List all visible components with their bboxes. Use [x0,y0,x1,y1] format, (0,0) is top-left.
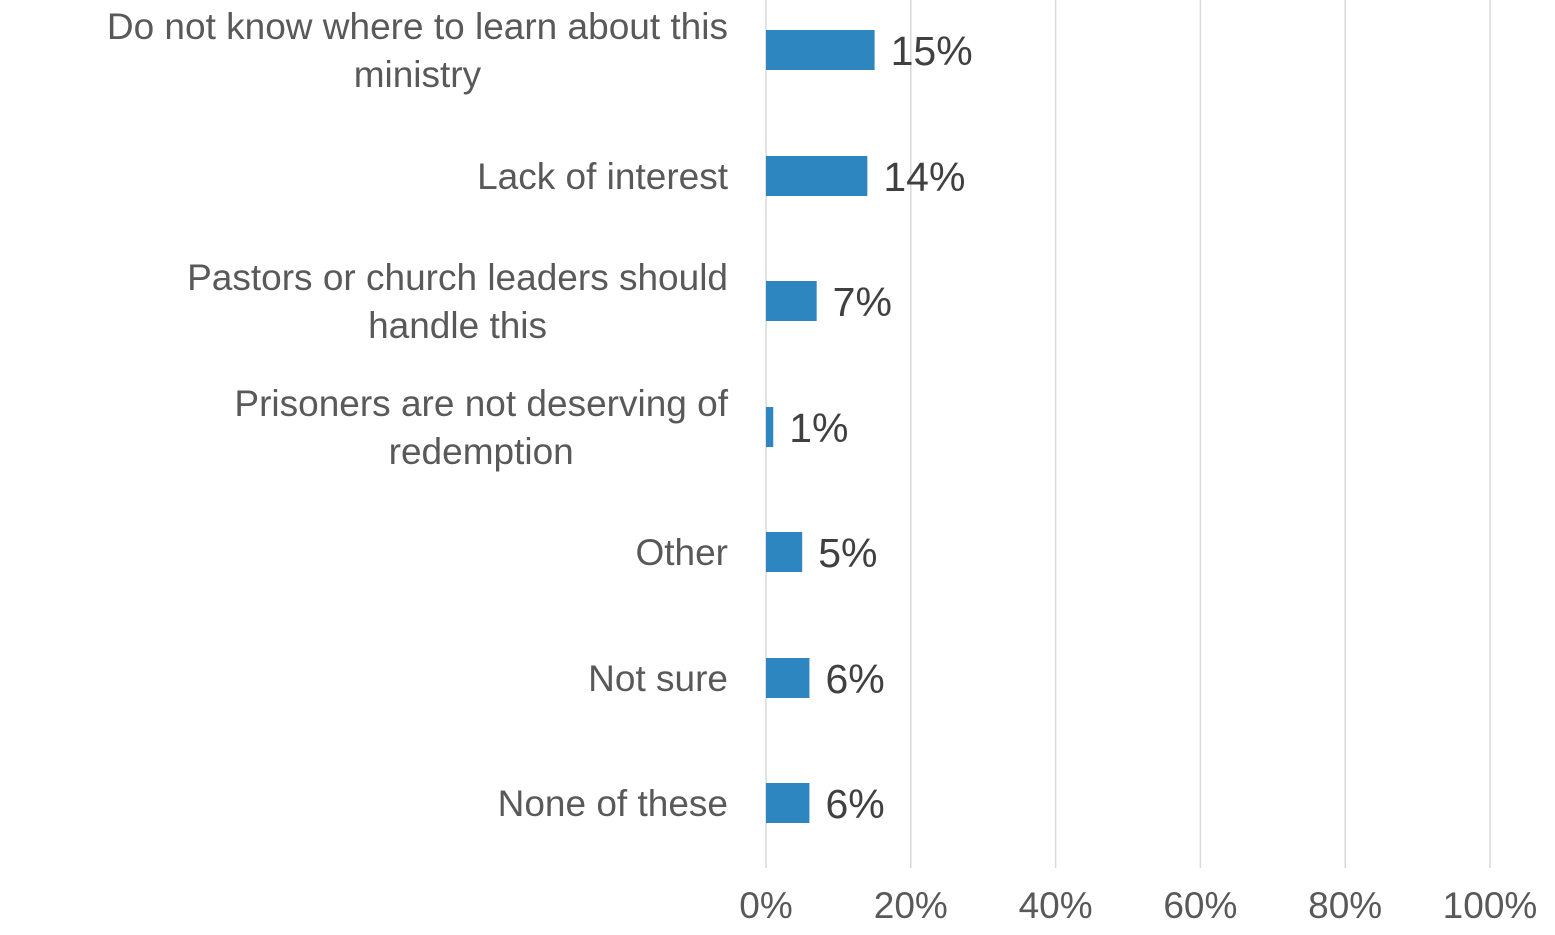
x-tick-label: 20% [874,885,948,926]
data-label: 5% [818,530,877,576]
data-label: 6% [825,656,884,702]
category-label: None of these [498,783,728,824]
bar [766,30,875,70]
category-label: Other [635,532,728,573]
x-tick-label: 40% [1019,885,1093,926]
gridlines [765,0,1491,868]
x-axis-tick-labels: 0% 20% 40% 60% 80% 100% [739,885,1537,926]
category-label-line: Not sure [588,658,728,699]
bar [766,281,817,321]
bar [766,156,868,196]
bars [766,30,875,823]
category-label: Prisoners are not deserving of redemption [234,383,728,472]
category-label-line: Prisoners are not deserving of [234,383,728,424]
category-labels: Do not know where to learn about this min… [107,6,729,824]
category-label-line: Pastors or church leaders should [187,257,728,298]
data-labels: 15% 14% 7% 1% 5% 6% 6% [789,28,972,827]
data-label: 6% [825,781,884,827]
category-label-line: Other [635,532,728,573]
category-label-line: Lack of interest [477,156,729,197]
data-label: 1% [789,405,848,451]
category-label: Do not know where to learn about this min… [107,6,728,95]
bar [766,658,810,698]
x-tick-label: 80% [1308,885,1382,926]
category-label: Lack of interest [477,156,729,197]
category-label-line: handle this [368,305,547,346]
category-label: Not sure [588,658,728,699]
bar [766,532,803,572]
bar [766,407,774,447]
x-tick-label: 60% [1163,885,1237,926]
category-label-line: None of these [498,783,728,824]
bar [766,783,810,823]
data-label: 7% [833,279,892,325]
data-label: 14% [883,154,965,200]
data-label: 15% [891,28,973,74]
x-tick-label: 0% [739,885,792,926]
category-label: Pastors or church leaders should handle t… [187,257,728,346]
category-label-line: ministry [354,54,482,95]
x-tick-label: 100% [1443,885,1538,926]
category-label-line: redemption [389,431,574,472]
category-label-line: Do not know where to learn about this [107,6,728,47]
